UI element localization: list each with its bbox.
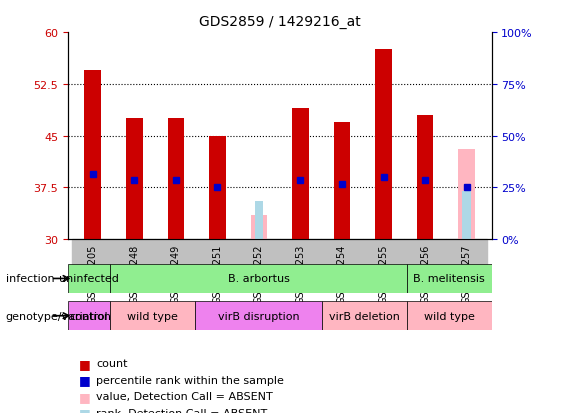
Bar xyxy=(280,240,321,291)
Text: wild type: wild type xyxy=(424,311,475,321)
Bar xyxy=(251,216,267,240)
FancyBboxPatch shape xyxy=(68,264,110,293)
Bar xyxy=(167,119,184,240)
Bar xyxy=(417,116,433,240)
Bar xyxy=(458,150,475,240)
Text: genotype/variation: genotype/variation xyxy=(6,311,112,321)
Bar xyxy=(405,240,446,291)
Bar xyxy=(84,71,101,240)
Bar xyxy=(197,240,238,291)
Bar xyxy=(114,240,155,291)
Text: wild type: wild type xyxy=(127,311,178,321)
Bar xyxy=(255,202,263,240)
Bar xyxy=(463,191,471,240)
Text: virB deletion: virB deletion xyxy=(329,311,400,321)
Text: ■: ■ xyxy=(79,390,91,403)
Text: virB disruption: virB disruption xyxy=(218,311,299,321)
FancyBboxPatch shape xyxy=(110,301,195,330)
FancyBboxPatch shape xyxy=(407,264,492,293)
Text: control: control xyxy=(69,311,108,321)
Bar xyxy=(292,109,308,240)
Bar xyxy=(72,240,114,291)
Text: infection: infection xyxy=(6,274,54,284)
Bar xyxy=(334,123,350,240)
FancyBboxPatch shape xyxy=(322,301,407,330)
Text: percentile rank within the sample: percentile rank within the sample xyxy=(96,375,284,385)
Bar xyxy=(126,119,142,240)
Text: B. arbortus: B. arbortus xyxy=(228,274,289,284)
Bar xyxy=(321,240,363,291)
Bar xyxy=(155,240,197,291)
FancyBboxPatch shape xyxy=(407,301,492,330)
Text: uninfected: uninfected xyxy=(59,274,119,284)
Text: rank, Detection Call = ABSENT: rank, Detection Call = ABSENT xyxy=(96,408,267,413)
Text: ■: ■ xyxy=(79,357,91,370)
Bar xyxy=(446,240,488,291)
Text: ■: ■ xyxy=(79,406,91,413)
Text: B. melitensis: B. melitensis xyxy=(414,274,485,284)
Text: value, Detection Call = ABSENT: value, Detection Call = ABSENT xyxy=(96,392,273,401)
FancyBboxPatch shape xyxy=(68,301,110,330)
Title: GDS2859 / 1429216_at: GDS2859 / 1429216_at xyxy=(199,15,360,29)
FancyBboxPatch shape xyxy=(110,264,407,293)
Bar xyxy=(209,136,225,240)
Text: count: count xyxy=(96,358,128,368)
Text: ■: ■ xyxy=(79,373,91,387)
FancyBboxPatch shape xyxy=(195,301,322,330)
Bar xyxy=(375,50,392,240)
Bar xyxy=(238,240,280,291)
Bar xyxy=(363,240,405,291)
